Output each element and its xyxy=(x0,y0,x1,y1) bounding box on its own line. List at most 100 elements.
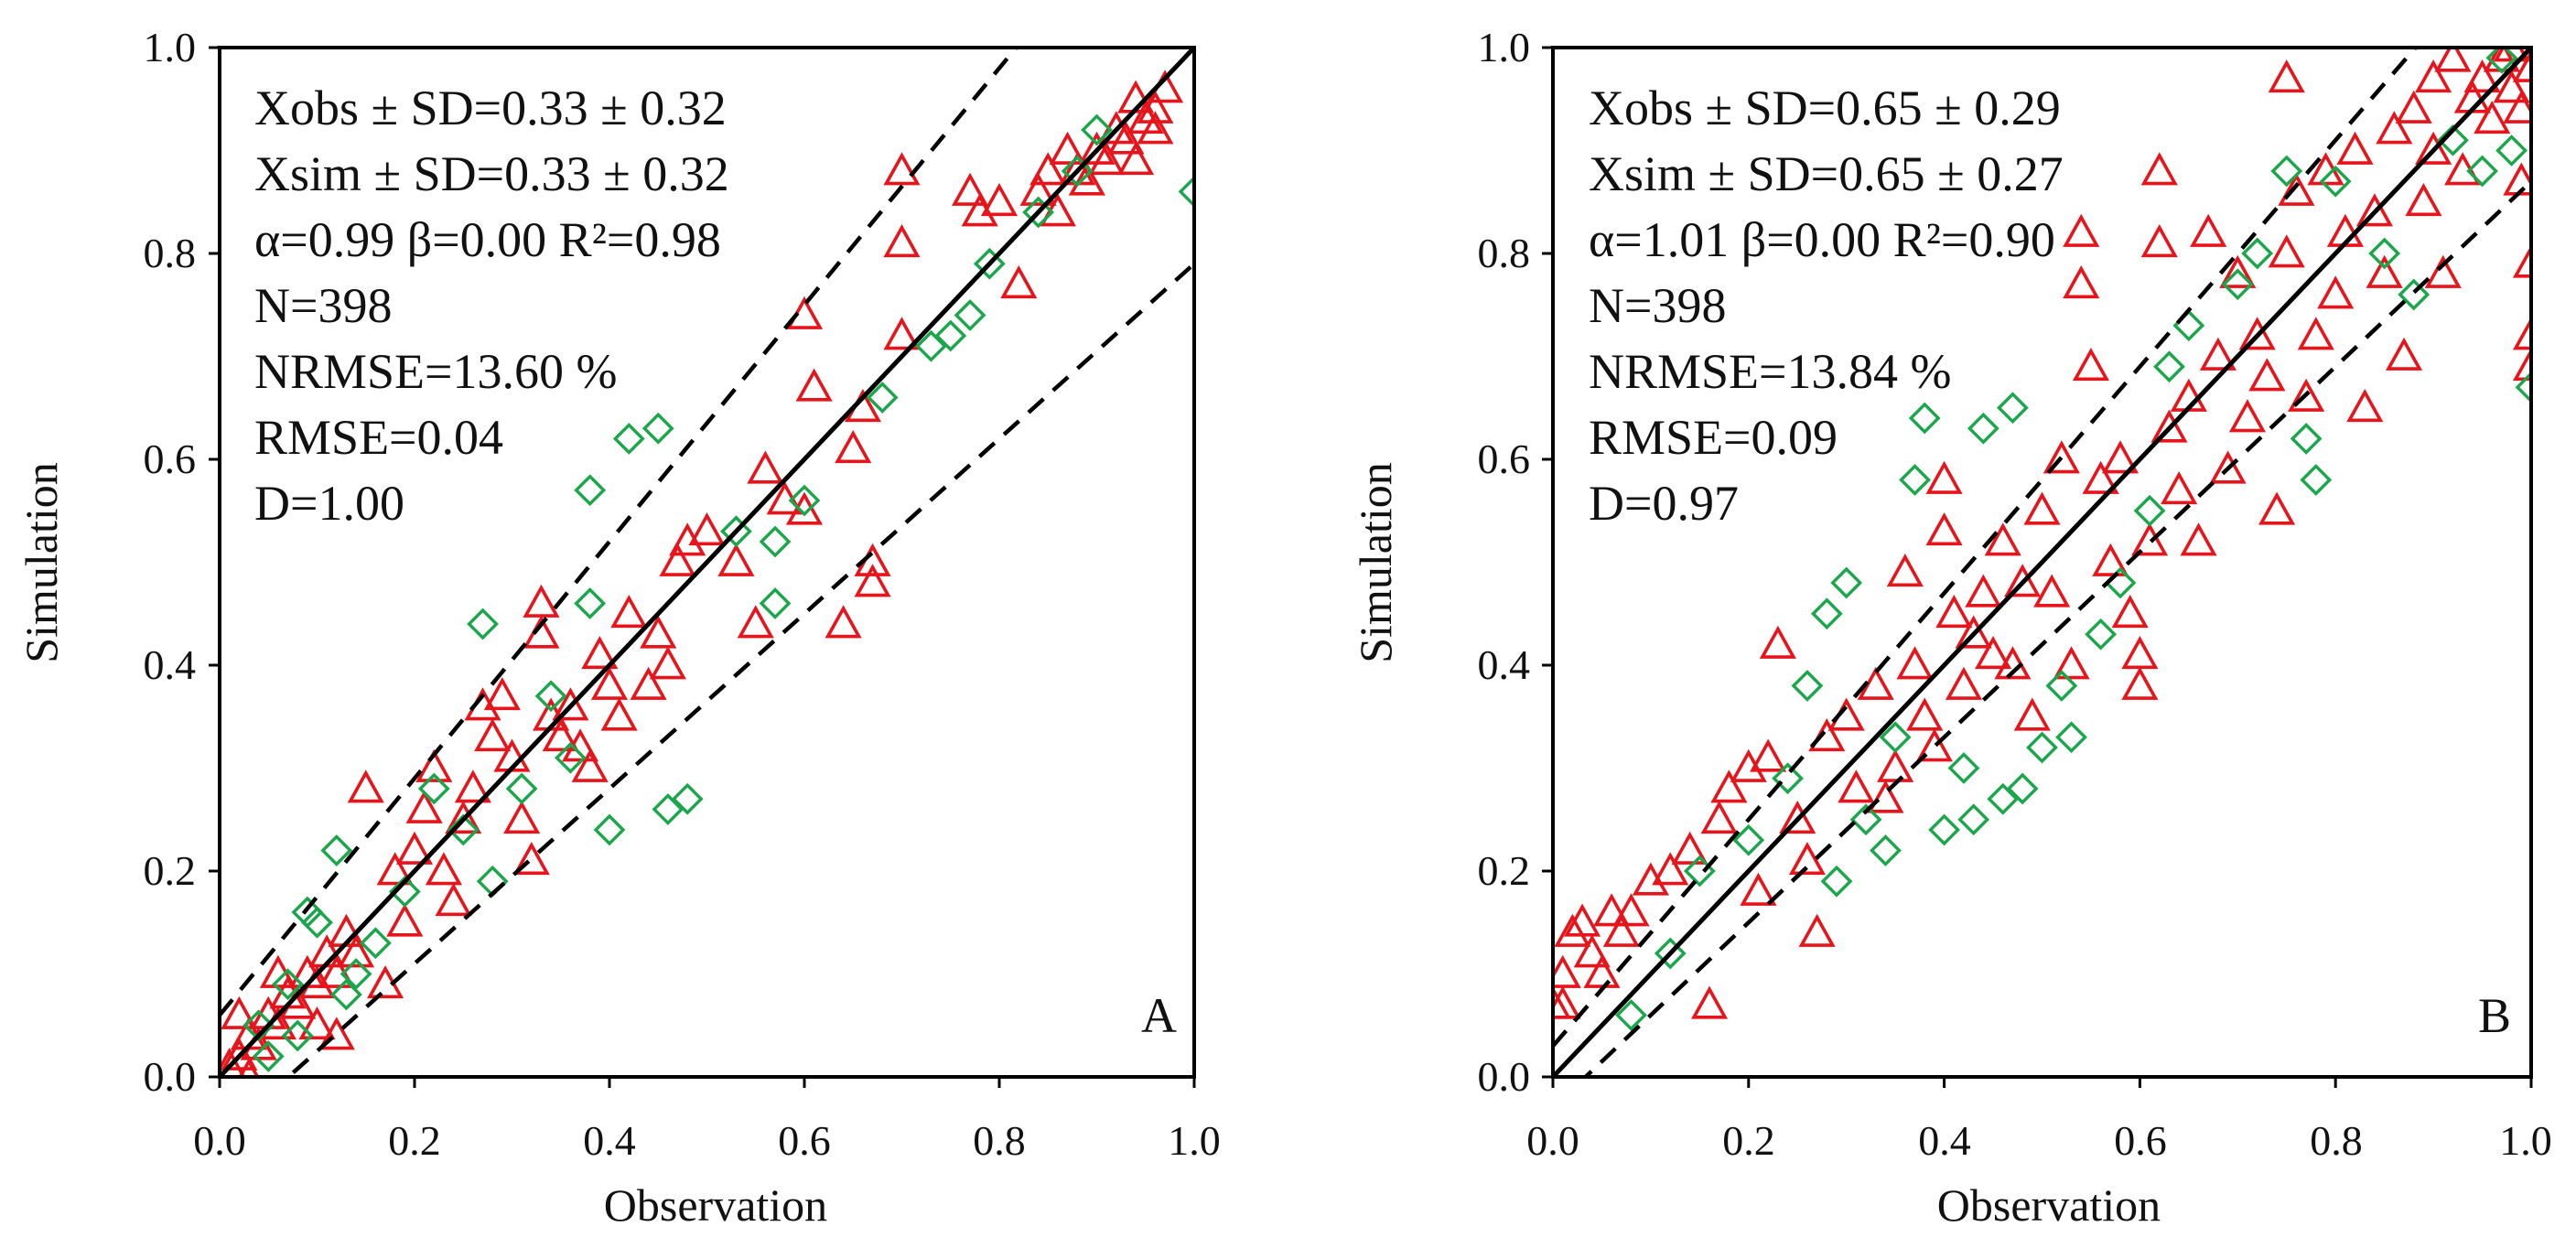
diamond-point xyxy=(866,382,899,414)
triangle-point xyxy=(1553,985,1572,1019)
triangle-point xyxy=(1984,522,2021,556)
x-axis-label: Observation xyxy=(1937,1179,2161,1231)
y-axis-label: Simulation xyxy=(1350,462,1401,662)
triangle-point xyxy=(435,883,472,917)
triangle-point xyxy=(1700,801,1738,834)
triangle-point xyxy=(2190,213,2227,247)
stat-n: N=398 xyxy=(254,278,392,333)
x-tick-label: 0.2 xyxy=(388,1117,441,1164)
triangle-point xyxy=(600,697,638,731)
triangle-point xyxy=(425,852,463,886)
plot-frame xyxy=(1551,46,2533,1079)
one-to-one-line xyxy=(1553,48,2531,1077)
triangle-point xyxy=(503,801,541,834)
triangle-point xyxy=(1886,554,1924,587)
triangle-point xyxy=(2474,101,2511,134)
triangle-point xyxy=(2121,636,2159,670)
diamond-point xyxy=(505,772,538,805)
triangle-point xyxy=(1965,574,2002,608)
triangle-point xyxy=(1049,131,1086,165)
panel-a-stats: Xobs ± SD=0.33 ± 0.32 Xsim ± SD=0.33 ± 0… xyxy=(254,81,729,531)
x-axis-label: Observation xyxy=(604,1179,827,1231)
y-axis-label: Simulation xyxy=(16,462,67,662)
triangle-point xyxy=(1690,985,1729,1019)
triangle-point xyxy=(2004,564,2042,597)
diamond-point xyxy=(252,1040,285,1072)
diamond-point xyxy=(1772,762,1804,795)
plot-frame xyxy=(218,46,1196,1079)
lower-band-line xyxy=(1582,179,2531,1077)
triangle-point xyxy=(1808,718,1846,752)
stat-rmse: RMSE=0.04 xyxy=(254,410,503,465)
triangle-point xyxy=(2013,697,2051,731)
diamond-point xyxy=(243,1009,275,1042)
triangle-point xyxy=(2493,70,2530,103)
diamond-point xyxy=(388,876,421,908)
diamond-point xyxy=(340,958,372,990)
triangle-point xyxy=(376,852,414,886)
diamond-point xyxy=(1997,392,2029,425)
triangle-point xyxy=(552,687,589,721)
diamond-point xyxy=(2495,134,2528,167)
triangle-point xyxy=(630,666,667,700)
stat-mean-sim: Xsim ± SD=0.65 ± 0.27 xyxy=(1589,146,2064,201)
triangle-point xyxy=(2463,59,2501,93)
triangle-point xyxy=(318,1017,355,1050)
panel-a-ticks: 0.0 0.2 0.4 0.6 0.8 1.0 0.0 0.2 0.4 0.6 … xyxy=(144,24,1221,1164)
triangle-point xyxy=(405,790,443,823)
x-tick-label: 0.4 xyxy=(583,1117,636,1164)
x-tick-label: 0.6 xyxy=(2114,1117,2167,1164)
diamond-point xyxy=(534,680,567,713)
triangle-point xyxy=(980,183,1019,217)
triangle-point xyxy=(1583,954,1621,988)
y-tick-label: 0.4 xyxy=(144,641,197,688)
triangle-point xyxy=(1798,913,1836,947)
triangle-point xyxy=(2072,348,2110,382)
triangle-point xyxy=(2366,254,2403,288)
diamond-point xyxy=(641,412,674,445)
y-tick-label: 0.0 xyxy=(1478,1053,1531,1100)
scatter-panel-a: Xobs ± SD=0.33 ± 0.32 Xsim ± SD=0.33 ± 0… xyxy=(16,24,1221,1231)
triangle-point xyxy=(2268,234,2305,268)
diamond-point xyxy=(2026,731,2058,764)
triangle-point xyxy=(1137,90,1174,124)
diamond-point xyxy=(574,587,607,619)
triangle-point xyxy=(1750,738,1787,772)
y-tick-label: 0.6 xyxy=(1478,436,1531,482)
x-tick-label: 0.0 xyxy=(193,1117,246,1164)
diamond-point xyxy=(2006,772,2039,805)
diamond-point xyxy=(2368,237,2401,270)
diamond-point xyxy=(915,329,947,362)
triangle-point xyxy=(2063,213,2100,247)
triangle-point xyxy=(883,317,921,350)
diamond-point xyxy=(788,484,821,517)
diamond-point xyxy=(2055,721,2087,754)
diamond-point xyxy=(320,834,353,866)
triangle-point xyxy=(1710,769,1748,803)
diamond-point xyxy=(671,782,704,815)
diamond-point xyxy=(2153,350,2185,383)
diamond-point xyxy=(281,1019,314,1052)
triangle-point xyxy=(415,748,453,782)
diamond-point xyxy=(954,299,986,331)
triangle-point xyxy=(2082,460,2119,494)
y-tick-label: 0.8 xyxy=(144,230,197,276)
triangle-point xyxy=(386,903,424,937)
panel-b-stats: Xobs ± SD=0.65 ± 0.29 Xsim ± SD=0.65 ± 0… xyxy=(1589,81,2064,531)
triangle-point xyxy=(737,605,774,639)
triangle-point xyxy=(2063,265,2100,299)
diamond-point xyxy=(1732,823,1765,856)
triangle-point xyxy=(1029,152,1067,186)
triangle-point xyxy=(2140,224,2178,258)
triangle-point xyxy=(2228,399,2267,433)
triangle-point xyxy=(1740,872,1777,906)
triangle-point xyxy=(2161,471,2198,505)
triangle-point xyxy=(395,831,434,865)
diamond-point xyxy=(1820,865,1853,898)
stat-nrmse: NRMSE=13.84 % xyxy=(1589,344,1951,399)
triangle-point xyxy=(1612,893,1650,927)
diamond-point xyxy=(2045,670,2078,702)
triangle-point xyxy=(2512,244,2531,278)
triangle-point xyxy=(951,172,989,206)
triangle-point xyxy=(2101,440,2139,474)
